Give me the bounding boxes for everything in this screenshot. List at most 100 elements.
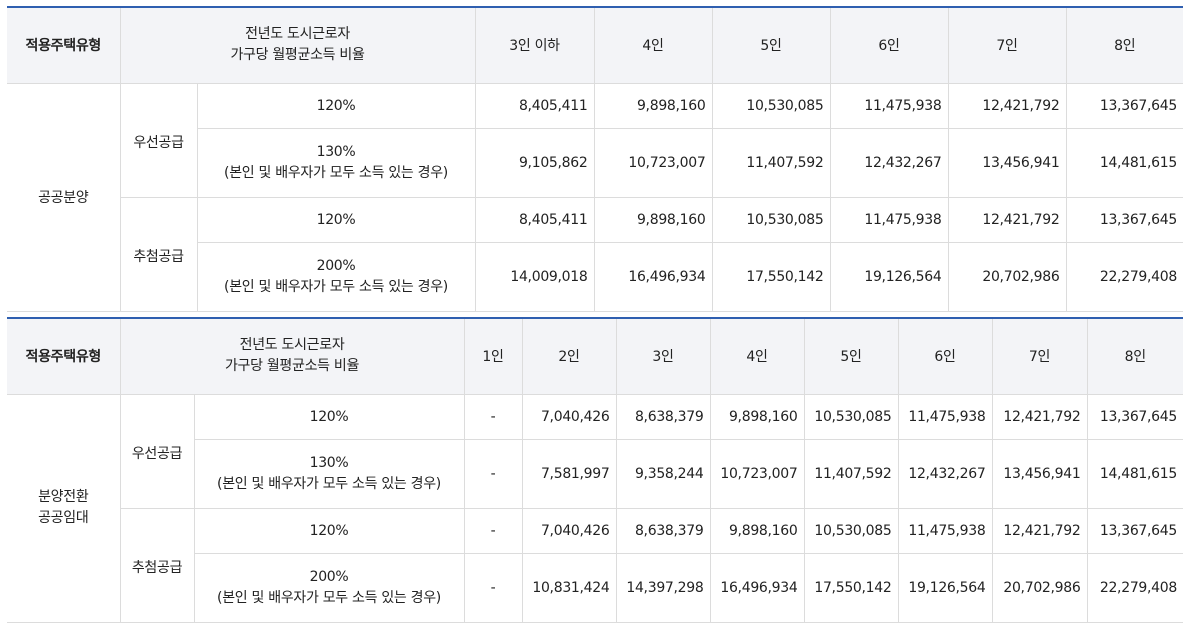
value-cell: 12,421,792 <box>947 196 1067 243</box>
value-cell: 7,040,426 <box>521 393 617 440</box>
value-cell: 10,530,085 <box>803 507 899 554</box>
value-cell: 22,279,408 <box>1086 552 1184 623</box>
ratio-cell: 130% (본인 및 배우자가 모두 소득 있는 경우) <box>197 127 476 198</box>
value-cell: 10,530,085 <box>803 393 899 440</box>
header-housing-type: 적용주택유형 <box>7 6 121 84</box>
header-col: 2인 <box>521 317 617 395</box>
header-col: 8인 <box>1086 317 1184 395</box>
ratio-note: (본인 및 배우자가 모두 소득 있는 경우) <box>224 164 448 181</box>
value-cell: 16,496,934 <box>593 241 713 312</box>
value-cell: 12,432,267 <box>829 127 949 198</box>
value-cell: 10,831,424 <box>521 552 617 623</box>
housing-type-line1: 분양전환 <box>38 489 89 505</box>
value-cell: 9,898,160 <box>709 393 805 440</box>
ratio-note: (본인 및 배우자가 모두 소득 있는 경우) <box>217 589 441 606</box>
value-cell: 10,530,085 <box>711 196 831 243</box>
ratio-cell: 120% <box>196 196 476 243</box>
value-cell: 12,432,267 <box>897 438 993 509</box>
value-cell: 11,407,592 <box>803 438 899 509</box>
value-cell: 8,638,379 <box>615 393 711 440</box>
ratio-cell: 120% <box>193 507 465 554</box>
value-cell: 13,367,645 <box>1086 393 1184 440</box>
value-cell: 13,456,941 <box>947 127 1067 198</box>
value-cell: 13,367,645 <box>1065 82 1184 129</box>
value-cell: 13,367,645 <box>1065 196 1184 243</box>
header-col: 4인 <box>593 6 713 84</box>
header-col: 5인 <box>803 317 899 395</box>
housing-type-cell: 분양전환 공공임대 <box>7 393 121 623</box>
value-cell: 8,638,379 <box>615 507 711 554</box>
value-cell: 14,481,615 <box>1086 438 1184 509</box>
header-col: 7인 <box>947 6 1067 84</box>
income-table-rental-conversion: 적용주택유형 전년도 도시근로자 가구당 월평균소득 비율 1인 2인 3인 4… <box>7 317 1184 623</box>
value-cell: 12,421,792 <box>991 393 1088 440</box>
value-cell: - <box>463 393 523 440</box>
value-cell: 11,475,938 <box>829 196 949 243</box>
ratio-note: (본인 및 배우자가 모두 소득 있는 경우) <box>224 278 448 295</box>
header-col: 7인 <box>991 317 1088 395</box>
header-col: 3인 이하 <box>474 6 595 84</box>
value-cell: 10,723,007 <box>709 438 805 509</box>
housing-type-line2: 공공임대 <box>38 510 89 526</box>
value-cell: 17,550,142 <box>803 552 899 623</box>
value-cell: 8,405,411 <box>474 196 595 243</box>
header-col: 5인 <box>711 6 831 84</box>
value-cell: 12,421,792 <box>991 507 1088 554</box>
income-table-public-sale: 적용주택유형 전년도 도시근로자 가구당 월평균소득 비율 3인 이하 4인 5… <box>7 6 1184 312</box>
header-col: 8인 <box>1065 6 1184 84</box>
ratio-value: 200% <box>316 257 356 274</box>
header-income-ratio: 전년도 도시근로자 가구당 월평균소득 비율 <box>119 6 476 84</box>
ratio-value: 130% <box>316 143 356 160</box>
table-row: 분양전환 공공임대 우선공급 120% - 7,040,426 8,638,37… <box>7 393 1184 623</box>
housing-type-cell: 공공분양 <box>7 82 121 312</box>
value-cell: 11,475,938 <box>897 507 993 554</box>
value-cell: 14,009,018 <box>474 241 595 312</box>
table-row: 추첨공급 120% 8,405,411 9,898,160 10,530,085… <box>7 196 1184 312</box>
value-cell: 12,421,792 <box>947 82 1067 129</box>
value-cell: - <box>463 552 523 623</box>
header-col: 6인 <box>829 6 949 84</box>
ratio-cell: 120% <box>196 82 476 129</box>
table-row: 추첨공급 120% - 7,040,426 8,638,379 9,898,16… <box>7 507 1184 623</box>
supply-type-cell: 우선공급 <box>119 393 195 509</box>
table-row: 130% (본인 및 배우자가 모두 소득 있는 경우) - 7,581,997… <box>7 438 1184 509</box>
value-cell: 9,898,160 <box>709 507 805 554</box>
header-ratio-line2: 가구당 월평균소득 비율 <box>230 47 365 64</box>
value-cell: 9,105,862 <box>474 127 595 198</box>
ratio-cell: 200% (본인 및 배우자가 모두 소득 있는 경우) <box>194 552 465 623</box>
value-cell: 17,550,142 <box>711 241 831 312</box>
supply-type-cell: 추첨공급 <box>120 507 195 623</box>
ratio-value: 130% <box>309 454 349 471</box>
value-cell: 10,723,007 <box>593 127 713 198</box>
ratio-cell: 120% <box>193 393 465 440</box>
value-cell: 11,475,938 <box>897 393 993 440</box>
header-housing-type: 적용주택유형 <box>7 317 121 395</box>
value-cell: 10,530,085 <box>711 82 831 129</box>
header-income-ratio: 전년도 도시근로자 가구당 월평균소득 비율 <box>119 317 465 395</box>
table-row: 200% (본인 및 배우자가 모두 소득 있는 경우) - 10,831,42… <box>7 552 1184 623</box>
table-row: 130% (본인 및 배우자가 모두 소득 있는 경우) 9,105,862 1… <box>7 127 1184 198</box>
value-cell: 19,126,564 <box>829 241 949 312</box>
supply-type-cell: 우선공급 <box>119 82 198 198</box>
value-cell: 8,405,411 <box>474 82 595 129</box>
value-cell: - <box>463 507 523 554</box>
ratio-note: (본인 및 배우자가 모두 소득 있는 경우) <box>217 475 441 492</box>
ratio-cell: 130% (본인 및 배우자가 모두 소득 있는 경우) <box>194 438 465 509</box>
value-cell: 22,279,408 <box>1065 241 1184 312</box>
header-col: 4인 <box>709 317 805 395</box>
header-ratio-line1: 전년도 도시근로자 <box>239 337 345 354</box>
value-cell: 20,702,986 <box>991 552 1088 623</box>
supply-type-cell: 추첨공급 <box>120 196 198 312</box>
value-cell: - <box>463 438 523 509</box>
value-cell: 9,898,160 <box>593 82 713 129</box>
ratio-cell: 200% (본인 및 배우자가 모두 소득 있는 경우) <box>197 241 476 312</box>
value-cell: 19,126,564 <box>897 552 993 623</box>
header-col: 6인 <box>897 317 993 395</box>
header-ratio-line2: 가구당 월평균소득 비율 <box>224 358 360 375</box>
ratio-value: 200% <box>309 568 349 585</box>
header-ratio-line1: 전년도 도시근로자 <box>245 26 350 43</box>
header-col: 1인 <box>463 317 523 395</box>
value-cell: 14,481,615 <box>1065 127 1184 198</box>
value-cell: 14,397,298 <box>615 552 711 623</box>
value-cell: 13,367,645 <box>1086 507 1184 554</box>
